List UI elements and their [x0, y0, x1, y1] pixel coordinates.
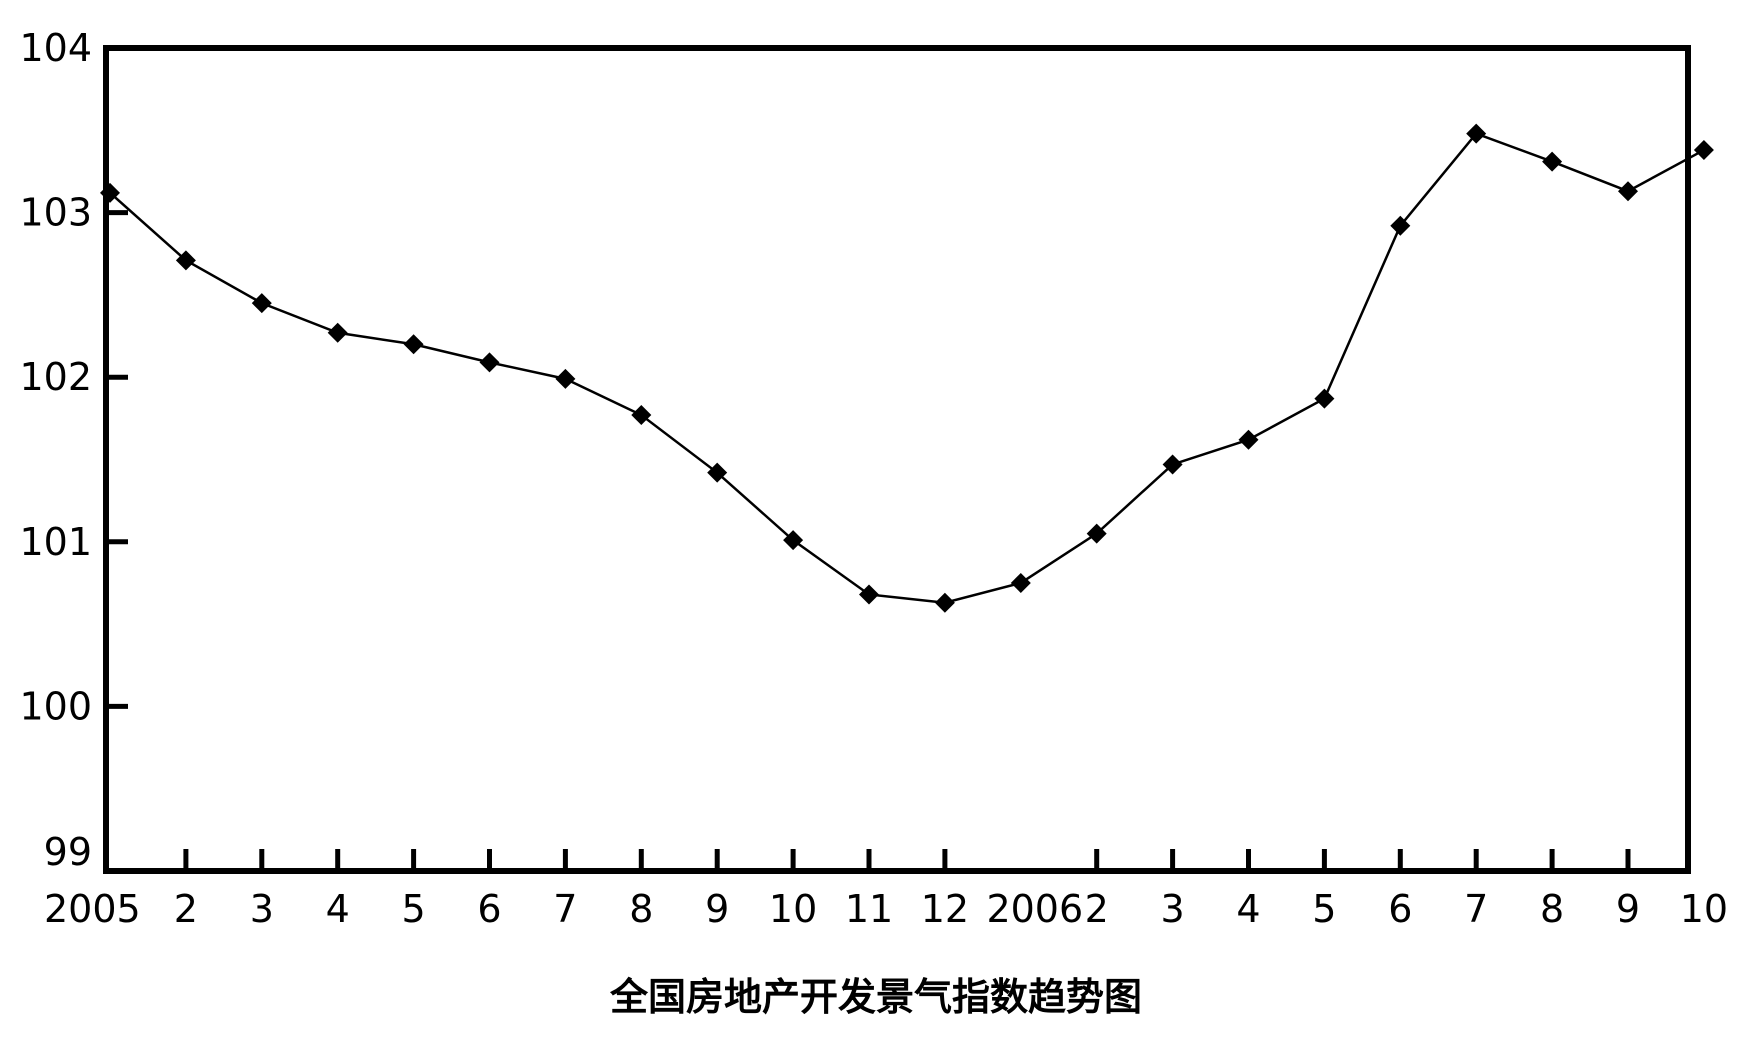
x-tick-label: 8 [1540, 887, 1564, 931]
data-point [1086, 523, 1107, 544]
data-point [707, 462, 728, 483]
x-tick-label: 11 [845, 887, 893, 931]
x-tick-label: 2 [174, 887, 198, 931]
y-tick-label: 99 [44, 830, 92, 874]
data-point [327, 322, 348, 343]
x-tick-label: 8 [629, 887, 653, 931]
data-point [631, 405, 652, 426]
x-tick-label: 5 [402, 887, 426, 931]
chart-title: 全国房地产开发景气指数趋势图 [609, 975, 1142, 1019]
data-point [859, 584, 879, 605]
data-point [479, 352, 500, 373]
data-point [1314, 388, 1335, 409]
x-tick-label: 2006 [986, 887, 1083, 931]
x-axis: 2005 2 3 4 5 6 7 8 9 10 11 12 2006 2 3 4 5 6 7 8 9 10 [44, 849, 1728, 931]
data-point [1238, 429, 1259, 450]
x-tick-label: 7 [553, 887, 577, 931]
y-tick-label: 101 [19, 520, 92, 564]
data-point [934, 592, 955, 613]
data-point [783, 530, 804, 551]
data-point [251, 293, 272, 314]
data-point [1162, 454, 1183, 475]
data-points [100, 123, 1714, 613]
x-tick-label: 6 [1388, 887, 1412, 931]
series-line [109, 132, 1705, 604]
y-tick-label: 103 [19, 191, 92, 235]
data-point [1010, 572, 1031, 593]
x-tick-label: 9 [1616, 887, 1640, 931]
y-tick-label: 100 [19, 684, 92, 728]
data-point [1466, 123, 1487, 144]
x-tick-label: 10 [769, 887, 817, 931]
data-point [175, 250, 196, 271]
x-tick-label: 3 [1161, 887, 1185, 931]
data-point [1390, 215, 1411, 236]
x-tick-label: 4 [326, 887, 350, 931]
y-tick-label: 102 [19, 355, 92, 399]
x-tick-label: 4 [1236, 887, 1260, 931]
data-point [1693, 140, 1714, 161]
y-axis: 99 100 101 102 103 104 [19, 26, 128, 874]
data-point [555, 368, 576, 389]
plot-frame [103, 45, 1691, 874]
x-tick-label: 2005 [44, 887, 141, 931]
x-tick-label: 3 [250, 887, 274, 931]
x-tick-label: 7 [1464, 887, 1488, 931]
y-tick-label: 104 [19, 26, 92, 70]
x-tick-label: 9 [705, 887, 729, 931]
x-tick-label: 6 [477, 887, 501, 931]
x-tick-label: 2 [1085, 887, 1109, 931]
x-tick-label: 5 [1312, 887, 1336, 931]
data-point [1542, 151, 1563, 172]
x-tick-label: 10 [1680, 887, 1728, 931]
data-point [1618, 181, 1638, 202]
x-tick-label: 12 [921, 887, 969, 931]
data-point [403, 334, 424, 355]
data-point [100, 182, 120, 203]
